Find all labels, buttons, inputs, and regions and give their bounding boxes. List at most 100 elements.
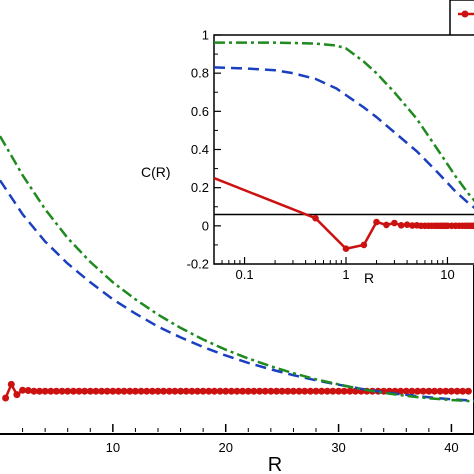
- main-data-point: [402, 387, 410, 395]
- main-data-point: [233, 387, 241, 395]
- main-data-point: [148, 387, 156, 395]
- inset-y-tick-label: 0.2: [191, 180, 209, 195]
- legend-marker-solid: [461, 10, 469, 18]
- main-data-point: [431, 387, 438, 395]
- main-data-point: [64, 387, 72, 395]
- main-data-point: [24, 387, 32, 394]
- main-data-point: [58, 387, 66, 395]
- inset-data-point: [312, 214, 319, 222]
- main-data-point: [199, 387, 207, 395]
- main-data-point: [115, 387, 122, 395]
- main-data-point: [137, 387, 145, 395]
- main-data-point: [19, 386, 27, 394]
- main-x-tick-label: 40: [444, 440, 458, 455]
- main-x-tick-label: 20: [218, 440, 232, 455]
- main-data-point: [194, 387, 201, 395]
- main-data-point: [267, 387, 275, 395]
- main-data-point: [329, 387, 337, 395]
- inset-data-point: [397, 222, 405, 229]
- main-data-point: [250, 387, 258, 395]
- main-data-point: [261, 387, 269, 395]
- main-data-point: [436, 387, 444, 395]
- main-data-point: [2, 394, 10, 402]
- inset-x-tick-label: 10: [440, 267, 454, 282]
- main-data-point: [425, 387, 433, 395]
- inset-y-tick-label: 0.4: [191, 142, 209, 157]
- main-data-point: [318, 387, 326, 395]
- main-data-point: [205, 387, 213, 395]
- inset-y-axis-title: C(R): [141, 164, 171, 180]
- main-data-point: [81, 387, 89, 395]
- inset-series-line-2: [214, 41, 474, 203]
- inset-y-tick-label: 0.6: [191, 104, 209, 119]
- main-x-ticks: 10 20 30 40: [22, 424, 474, 455]
- main-data-point: [30, 387, 38, 395]
- main-data-point: [447, 387, 455, 395]
- main-data-point: [335, 387, 343, 395]
- main-data-point: [222, 387, 230, 395]
- inset-y-tick-label: 1: [202, 28, 209, 43]
- main-data-point: [239, 387, 247, 395]
- main-series-group: [0, 135, 474, 403]
- main-data-point: [459, 387, 467, 395]
- inset-x-tick-label: 0.1: [236, 267, 254, 282]
- main-data-point: [143, 387, 151, 395]
- inset-data-point: [403, 221, 411, 228]
- main-data-point: [52, 387, 60, 395]
- main-data-point: [278, 387, 286, 395]
- main-data-point: [216, 387, 224, 395]
- inset-y-tick-label: 0: [202, 218, 209, 233]
- main-x-tick-label: 10: [106, 440, 120, 455]
- main-data-point: [171, 387, 179, 395]
- main-data-point: [273, 387, 280, 395]
- main-data-point: [98, 387, 106, 395]
- main-data-point: [464, 387, 472, 395]
- main-data-point: [86, 387, 94, 395]
- main-data-point: [244, 387, 252, 395]
- main-data-point: [210, 387, 218, 395]
- main-data-point: [306, 387, 314, 395]
- main-data-point: [312, 387, 320, 395]
- main-data-point: [177, 387, 185, 395]
- main-data-point: [126, 387, 134, 395]
- main-data-point: [453, 387, 461, 395]
- main-data-point: [41, 387, 49, 395]
- main-data-point: [47, 387, 55, 395]
- main-data-point: [188, 387, 196, 395]
- main-data-point: [165, 387, 173, 395]
- inset-ticks: 0.1 1 10 -0.2 0 0.2 0.4 0.6 0.8 1: [187, 28, 455, 283]
- main-data-point: [414, 387, 422, 395]
- main-data-point: [408, 387, 416, 395]
- main-data-point: [154, 387, 162, 395]
- main-data-point: [120, 387, 128, 395]
- inset-data-point: [342, 245, 350, 252]
- main-data-point: [442, 387, 450, 395]
- main-plot-frame: [0, 0, 474, 435]
- main-data-point: [256, 387, 264, 395]
- main-series-line-2: [0, 135, 474, 403]
- main-data-point: [227, 387, 235, 395]
- inset-panel: 0.1 1 10 -0.2 0 0.2 0.4 0.6 0.8 1 R C(R): [141, 28, 474, 286]
- main-data-point: [36, 387, 43, 395]
- inset-series-group: [213, 41, 474, 252]
- inset-data-point: [360, 241, 368, 249]
- inset-x-tick-label: 1: [342, 267, 349, 282]
- inset-x-axis-title: R: [364, 270, 374, 286]
- main-data-point: [69, 387, 77, 395]
- main-data-point: [160, 387, 168, 395]
- main-data-point: [7, 380, 15, 388]
- main-data-point: [13, 391, 21, 399]
- inset-y-tick-label: 0.8: [191, 66, 209, 81]
- main-x-tick-label: 30: [331, 440, 345, 455]
- main-data-point: [131, 387, 139, 395]
- inset-data-point: [391, 219, 398, 227]
- inset-y-tick-label: -0.2: [187, 257, 209, 272]
- main-data-point: [340, 387, 348, 395]
- inset-data-point: [373, 218, 380, 226]
- main-data-point: [103, 387, 111, 395]
- inset-series-line-1: [213, 66, 474, 210]
- main-x-axis-title: R: [268, 454, 282, 474]
- main-data-point: [301, 387, 309, 395]
- main-data-point: [284, 387, 292, 395]
